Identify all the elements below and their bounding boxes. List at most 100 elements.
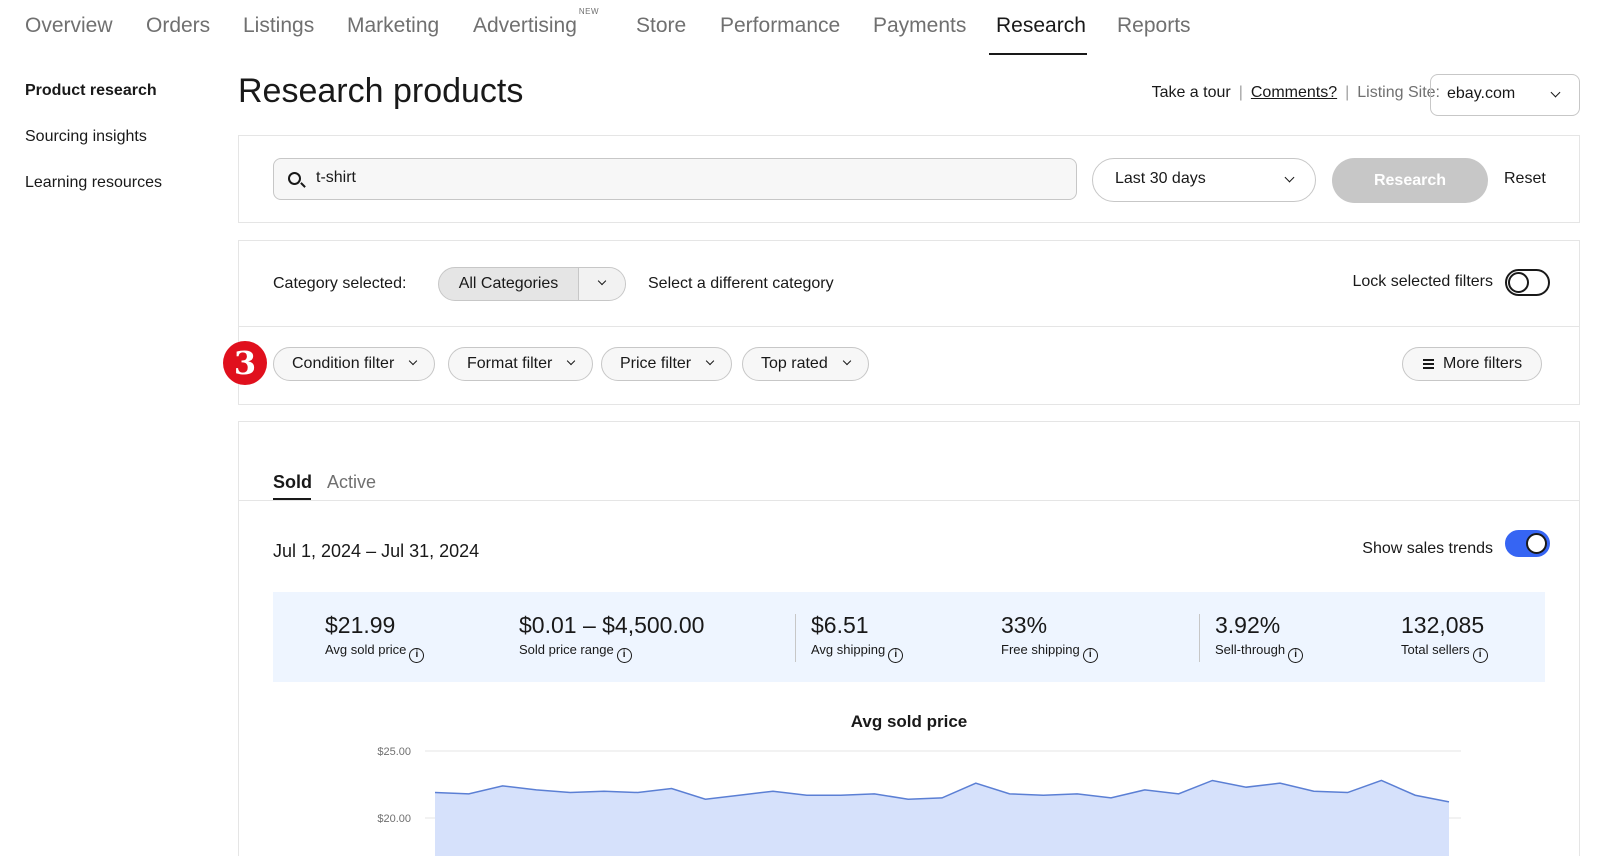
stat-value: $6.51 bbox=[811, 612, 869, 638]
stat-value: $0.01 – $4,500.00 bbox=[519, 612, 705, 638]
nav-tab-performance[interactable]: Performance bbox=[720, 14, 841, 37]
nav-tab-advertising-label: Advertising bbox=[473, 14, 577, 37]
search-input[interactable]: t-shirt bbox=[273, 158, 1077, 200]
chip-label: Condition filter bbox=[292, 355, 395, 372]
category-label: Category selected: bbox=[273, 275, 407, 292]
stat-sold-price-range: $0.01 – $4,500.00 Sold price range i bbox=[519, 612, 704, 663]
toggle-knob bbox=[1526, 533, 1547, 554]
divider bbox=[239, 500, 1579, 501]
reset-button[interactable]: Reset bbox=[1504, 170, 1546, 187]
chevron-down-icon bbox=[597, 276, 607, 286]
chip-label: Price filter bbox=[620, 355, 692, 372]
category-value[interactable]: All Categories bbox=[439, 268, 579, 300]
info-icon[interactable]: i bbox=[1288, 648, 1304, 663]
chart-title: Avg sold price bbox=[850, 712, 968, 731]
filters-panel: Category selected: All Categories Select… bbox=[238, 240, 1580, 405]
stat-label: Avg shipping bbox=[811, 642, 886, 657]
series-line bbox=[434, 779, 1450, 803]
chevron-down-icon bbox=[705, 356, 715, 366]
y-tick-label: $20.00 bbox=[377, 813, 411, 825]
top-rated-chip[interactable]: Top rated bbox=[742, 347, 869, 381]
y-tick-label: $25.00 bbox=[377, 746, 411, 758]
sidebar-item-learning-resources[interactable]: Learning resources bbox=[25, 174, 162, 191]
nav-tab-marketing[interactable]: Marketing bbox=[347, 14, 440, 37]
chevron-down-icon bbox=[1284, 172, 1295, 183]
date-range-select[interactable]: Last 30 days bbox=[1092, 158, 1316, 202]
info-icon[interactable]: i bbox=[1472, 648, 1488, 663]
info-icon[interactable]: i bbox=[1082, 648, 1098, 663]
info-icon[interactable]: i bbox=[409, 648, 425, 663]
listing-site-label: Listing Site: bbox=[1357, 84, 1440, 101]
tab-sold[interactable]: Sold bbox=[273, 472, 312, 492]
new-badge: NEW bbox=[578, 7, 600, 16]
chevron-down-icon bbox=[409, 356, 418, 366]
search-panel: t-shirt Last 30 days Research Reset bbox=[238, 135, 1580, 223]
nav-tab-store[interactable]: Store bbox=[636, 14, 687, 37]
category-dropdown-button[interactable] bbox=[579, 268, 625, 300]
results-date-range: Jul 1, 2024 – Jul 31, 2024 bbox=[273, 541, 480, 561]
chevron-down-icon bbox=[842, 356, 851, 366]
stat-value: $21.99 bbox=[325, 612, 396, 638]
stat-free-shipping: 33% Free shipping i bbox=[1001, 612, 1098, 663]
info-icon[interactable]: i bbox=[616, 648, 632, 663]
lock-filters-toggle[interactable] bbox=[1505, 269, 1550, 296]
listing-site-value: ebay.com bbox=[1447, 85, 1516, 102]
active-tab-underline bbox=[989, 53, 1087, 55]
lock-filters-label: Lock selected filters bbox=[1352, 273, 1493, 290]
nav-tab-overview[interactable]: Overview bbox=[25, 14, 113, 37]
stat-avg-sold-price: $21.99 Avg sold price i bbox=[325, 612, 425, 663]
stats-separator bbox=[1199, 614, 1200, 662]
stat-total-sellers: 132,085 Total sellers i bbox=[1401, 612, 1488, 663]
nav-tab-orders[interactable]: Orders bbox=[146, 14, 211, 37]
menu-icon bbox=[1423, 359, 1434, 361]
active-tab-underline bbox=[273, 498, 311, 500]
top-nav: Overview Orders Listings Marketing Adver… bbox=[0, 0, 1600, 56]
stat-value: 33% bbox=[1001, 612, 1048, 638]
step-number-badge: 3 bbox=[223, 341, 267, 385]
toggle-knob bbox=[1508, 272, 1529, 293]
nav-tab-advertising[interactable]: AdvertisingNEW bbox=[473, 7, 599, 38]
stat-label: Sell-through bbox=[1215, 642, 1286, 657]
research-button[interactable]: Research bbox=[1332, 158, 1488, 203]
sales-trends-label: Show sales trends bbox=[1362, 540, 1493, 557]
chevron-down-icon bbox=[1550, 87, 1561, 98]
search-icon bbox=[288, 172, 301, 185]
stat-value: 132,085 bbox=[1401, 612, 1485, 638]
nav-tab-payments[interactable]: Payments bbox=[873, 14, 967, 37]
series-area bbox=[435, 780, 1449, 856]
page-title: Research products bbox=[238, 72, 524, 110]
more-filters-label: More filters bbox=[1443, 355, 1523, 372]
comments-link[interactable]: Comments? bbox=[1250, 84, 1338, 101]
nav-tab-research[interactable]: Research bbox=[996, 14, 1086, 37]
stat-label: Avg sold price bbox=[325, 642, 407, 657]
separator: | bbox=[1345, 84, 1350, 101]
avg-sold-price-chart: $25.00 $20.00 bbox=[377, 746, 1461, 856]
format-filter-chip[interactable]: Format filter bbox=[448, 347, 594, 381]
search-value: t-shirt bbox=[316, 169, 356, 186]
listing-site-select[interactable]: ebay.com bbox=[1430, 74, 1580, 116]
select-different-category-link[interactable]: Select a different category bbox=[648, 275, 834, 292]
separator: | bbox=[1238, 84, 1243, 101]
stats-summary: $21.99 Avg sold price i $0.01 – $4,500.00… bbox=[273, 592, 1545, 682]
condition-filter-chip[interactable]: Condition filter bbox=[273, 347, 436, 381]
results-panel: Sold Active Jul 1, 2024 – Jul 31, 2024 S… bbox=[238, 421, 1580, 856]
more-filters-button[interactable]: More filters bbox=[1402, 347, 1542, 381]
price-filter-chip[interactable]: Price filter bbox=[601, 347, 733, 381]
stats-separator bbox=[795, 614, 796, 662]
sales-trends-toggle[interactable] bbox=[1505, 530, 1550, 557]
stat-label: Total sellers bbox=[1401, 642, 1470, 657]
sidebar-item-product-research[interactable]: Product research bbox=[25, 82, 157, 99]
header-links: Take a tour | Comments? | Listing Site: bbox=[1152, 84, 1440, 102]
stat-sell-through: 3.92% Sell-through i bbox=[1215, 612, 1304, 663]
chip-label: Top rated bbox=[761, 355, 828, 372]
info-icon[interactable]: i bbox=[888, 648, 904, 663]
category-select: All Categories bbox=[438, 267, 626, 301]
nav-tab-listings[interactable]: Listings bbox=[243, 14, 315, 37]
stat-value: 3.92% bbox=[1215, 612, 1281, 638]
tab-active[interactable]: Active bbox=[327, 472, 377, 492]
take-tour-link[interactable]: Take a tour bbox=[1151, 84, 1231, 101]
sidebar-item-sourcing-insights[interactable]: Sourcing insights bbox=[25, 128, 147, 145]
divider bbox=[239, 326, 1579, 327]
stat-label: Sold price range bbox=[519, 642, 614, 657]
nav-tab-reports[interactable]: Reports bbox=[1117, 14, 1191, 37]
